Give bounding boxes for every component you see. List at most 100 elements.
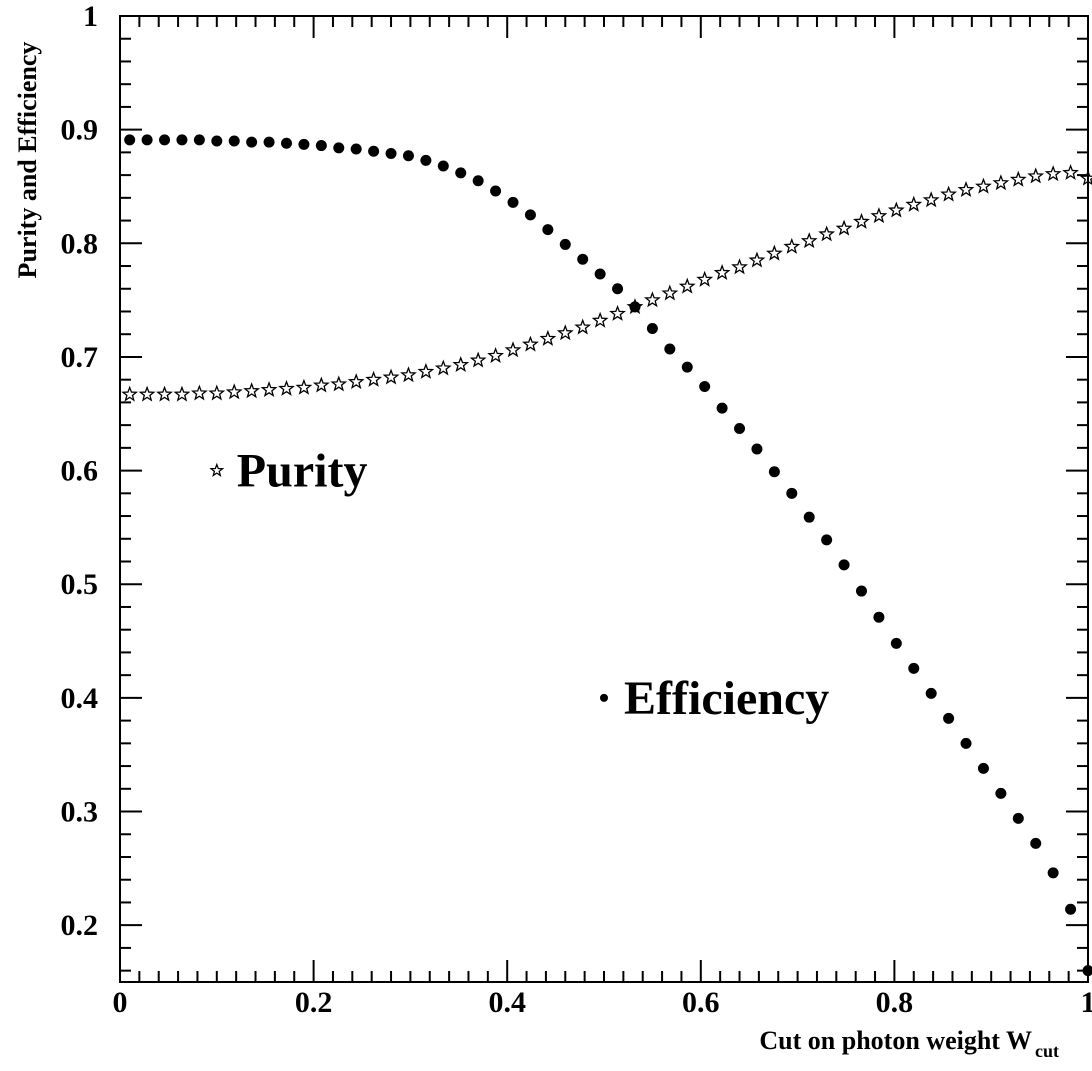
efficiency-point xyxy=(263,136,275,148)
purity-point xyxy=(382,368,400,385)
efficiency-point xyxy=(716,402,728,414)
legend: Purity Efficiency xyxy=(209,445,829,725)
legend-label-efficiency: Efficiency xyxy=(624,672,829,725)
x-tick-label: 0.4 xyxy=(488,986,526,1019)
efficiency-point xyxy=(646,323,658,335)
efficiency-point xyxy=(751,443,763,455)
efficiency-point xyxy=(490,185,502,197)
y-tick-label: 0.9 xyxy=(61,114,99,147)
efficiency-point xyxy=(786,487,798,499)
purity-point xyxy=(330,375,348,392)
purity-point xyxy=(400,366,417,383)
purity-point xyxy=(522,335,539,352)
purity-point xyxy=(800,232,818,249)
efficiency-point xyxy=(1030,837,1042,849)
efficiency-point xyxy=(176,134,188,146)
purity-point xyxy=(940,185,958,202)
efficiency-point xyxy=(1012,812,1024,824)
purity-point xyxy=(556,324,574,341)
efficiency-point xyxy=(664,343,676,355)
efficiency-point xyxy=(1082,965,1092,977)
purity-point xyxy=(539,329,557,346)
efficiency-point xyxy=(402,150,414,162)
efficiency-point xyxy=(960,737,972,749)
purity-point xyxy=(1044,165,1062,182)
efficiency-point xyxy=(193,134,205,146)
y-tick-label: 1 xyxy=(83,0,98,33)
y-tick-label: 0.2 xyxy=(61,909,99,942)
efficiency-point xyxy=(228,135,240,147)
purity-point xyxy=(121,385,139,402)
efficiency-point xyxy=(838,559,850,571)
efficiency-point xyxy=(890,637,902,649)
purity-point xyxy=(173,385,191,402)
purity-point xyxy=(365,370,383,387)
x-tick-label: 1 xyxy=(1081,986,1092,1019)
efficiency-point xyxy=(524,209,536,221)
x-tick-label: 0.6 xyxy=(682,986,720,1019)
x-axis-title-subscript: cut xyxy=(1035,1041,1059,1061)
efficiency-point xyxy=(873,611,885,623)
x-axis-title: Cut on photon weight W xyxy=(759,1026,1032,1055)
purity-point xyxy=(731,258,748,275)
efficiency-point xyxy=(768,466,780,478)
y-tick-label: 0.3 xyxy=(61,796,99,829)
efficiency-point xyxy=(908,662,920,674)
efficiency-point xyxy=(124,134,136,146)
purity-point xyxy=(208,384,226,401)
efficiency-point xyxy=(925,687,937,699)
efficiency-point xyxy=(141,134,153,146)
purity-point xyxy=(278,379,295,396)
efficiency-point xyxy=(280,137,292,149)
x-axis-title-main: Cut on photon weight W xyxy=(759,1026,1032,1055)
purity-point xyxy=(243,382,261,399)
tick-labels: 0 0.2 0.4 0.6 0.8 1 0.2 0.3 0.4 0.5 0.6 0.7 0.8 0.9 1 xyxy=(61,0,1092,1019)
purity-point xyxy=(1079,169,1092,186)
efficiency-point xyxy=(855,585,867,597)
purity-point xyxy=(1027,167,1045,184)
purity-point xyxy=(469,351,487,368)
efficiency-point xyxy=(995,787,1007,799)
purity-point xyxy=(748,251,766,268)
purity-point xyxy=(312,376,330,393)
purity-point xyxy=(992,174,1010,191)
purity-point xyxy=(609,304,626,321)
purity-point xyxy=(1009,170,1027,187)
purity-point xyxy=(295,378,313,395)
efficiency-point xyxy=(803,511,815,523)
efficiency-point xyxy=(420,154,432,166)
efficiency-point xyxy=(594,268,606,280)
purity-point xyxy=(574,318,592,335)
purity-point xyxy=(765,244,783,261)
efficiency-point xyxy=(1047,867,1059,879)
y-tick-label: 0.4 xyxy=(61,682,99,715)
efficiency-point xyxy=(333,142,345,154)
purity-series xyxy=(121,163,1092,402)
purity-point xyxy=(905,195,923,212)
purity-point xyxy=(487,346,505,363)
purity-point xyxy=(661,284,679,301)
efficiency-point xyxy=(472,175,484,187)
efficiency-point xyxy=(350,143,362,155)
purity-point xyxy=(347,373,365,390)
efficiency-point xyxy=(821,534,833,546)
efficiency-point xyxy=(246,136,258,148)
purity-point xyxy=(818,225,836,242)
efficiency-point xyxy=(315,140,327,152)
purity-point xyxy=(260,381,278,398)
y-tick-label: 0.8 xyxy=(61,227,99,260)
efficiency-point xyxy=(542,224,554,236)
y-axis-title: Purity and Efficiency xyxy=(13,42,42,279)
efficiency-point xyxy=(159,134,171,146)
purity-point xyxy=(783,237,801,254)
efficiency-point xyxy=(699,380,711,392)
purity-point xyxy=(643,291,661,308)
efficiency-series xyxy=(124,134,1092,977)
purity-point xyxy=(591,311,609,328)
efficiency-point xyxy=(977,762,989,774)
plot-frame xyxy=(119,15,1089,983)
purity-point xyxy=(922,191,940,208)
y-tick-label: 0.7 xyxy=(61,341,99,374)
efficiency-point xyxy=(298,138,310,150)
